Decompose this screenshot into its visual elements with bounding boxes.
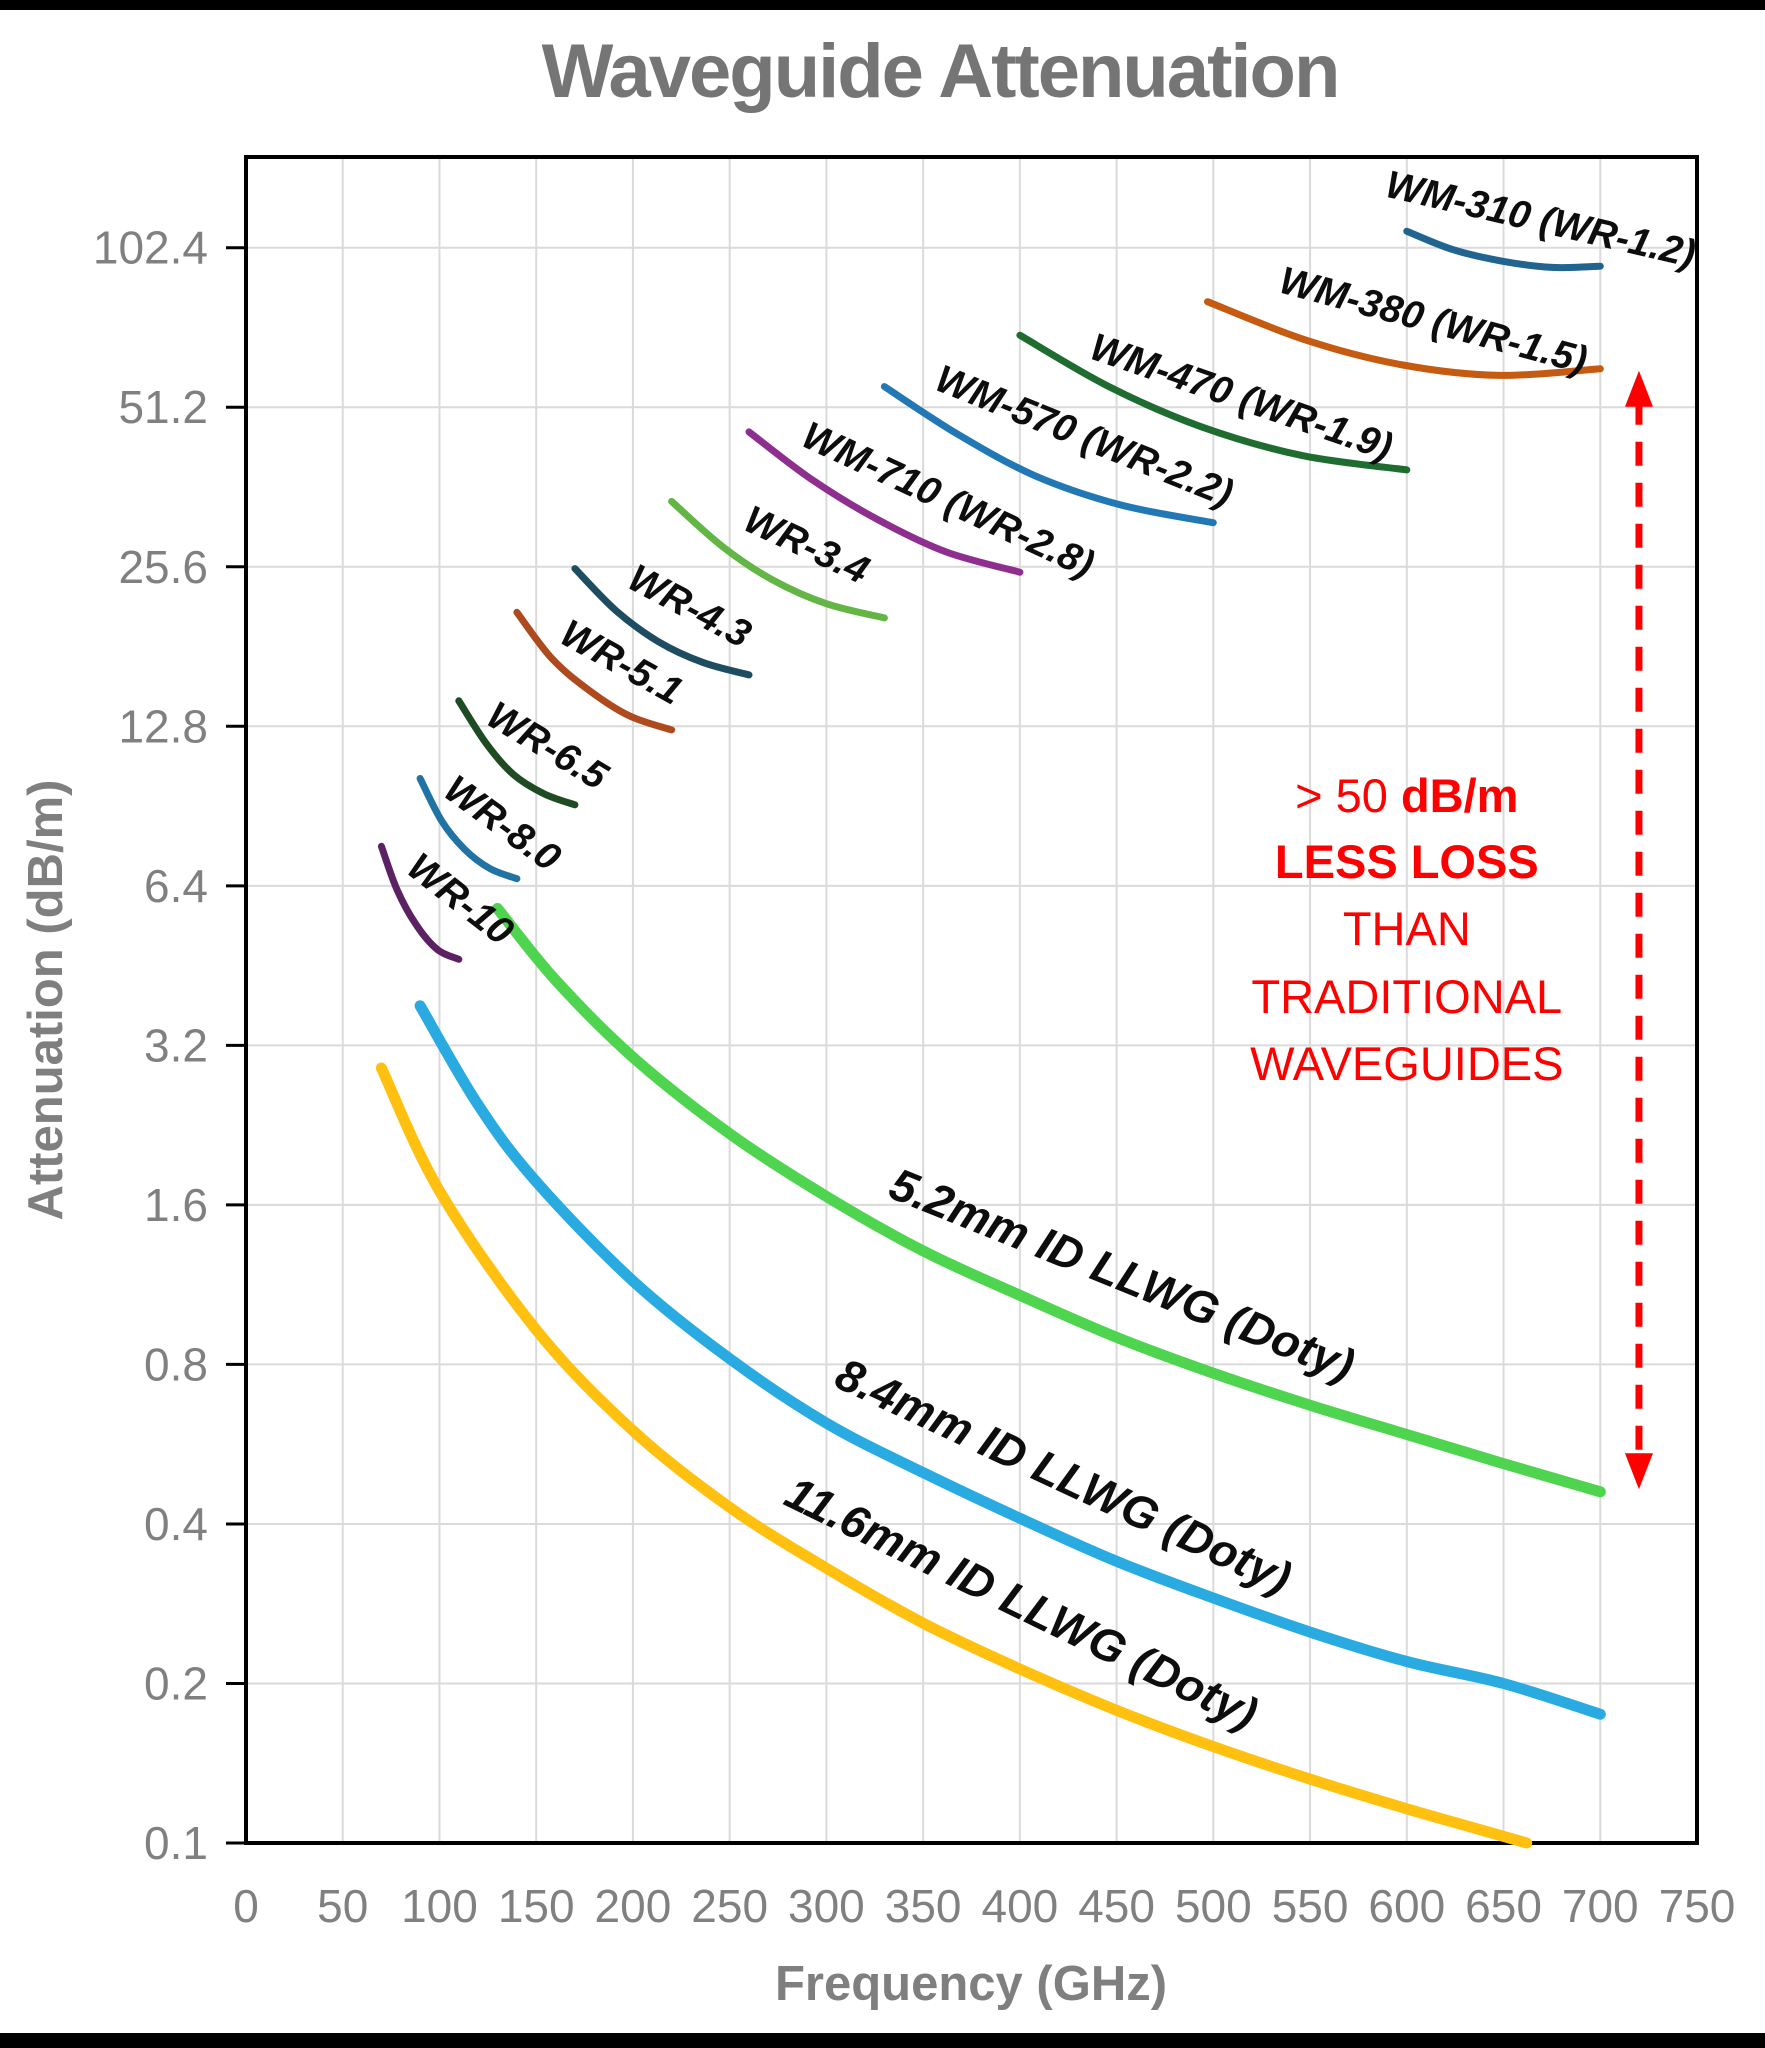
y-tick-label: 12.8	[118, 700, 208, 752]
chart-title: Waveguide Attenuation	[542, 29, 1339, 114]
x-tick-label: 450	[1078, 1880, 1155, 1932]
annotation-line-3: THAN	[1343, 902, 1471, 955]
y-tick-label: 6.4	[144, 860, 208, 912]
curve-wr-10	[377, 842, 463, 963]
gridlines	[246, 157, 1697, 1843]
curves	[375, 227, 1606, 1849]
x-tick-label: 700	[1562, 1880, 1639, 1932]
x-tick-label: 150	[498, 1880, 575, 1932]
curve-label-wm-310-wr-1.2: WM-310 (WR-1.2)	[1382, 163, 1700, 276]
y-tick-label: 0.8	[144, 1338, 208, 1390]
x-tick-label: 750	[1659, 1880, 1736, 1932]
x-tick-label: 100	[401, 1880, 478, 1932]
y-tick-label: 51.2	[118, 381, 208, 433]
curve-wm-310-wr-1.2	[1403, 227, 1604, 272]
x-tick-label: 50	[317, 1880, 368, 1932]
arrow-head-up	[1624, 370, 1653, 407]
arrow-head-down	[1624, 1453, 1653, 1490]
curve-label-wr-8.0: WR-8.0	[436, 767, 568, 880]
x-tick-label: 200	[595, 1880, 672, 1932]
x-tick-label: 250	[691, 1880, 768, 1932]
y-tick-label: 0.4	[144, 1498, 208, 1550]
plot-area-border	[244, 155, 1699, 1845]
top-frame-bar	[0, 0, 1765, 10]
curve-label-wr-6.5: WR-6.5	[479, 694, 616, 800]
annotation-line-1: > 50 dB/m	[1295, 769, 1518, 822]
y-tick-label: 0.1	[144, 1817, 208, 1869]
x-tick-label: 650	[1465, 1880, 1542, 1932]
x-tick-label: 600	[1368, 1880, 1445, 1932]
annotation-line-5: WAVEGUIDES	[1250, 1037, 1563, 1090]
axis-ticks: 102.4 51.2 25.6 12.8 6.4 3.2 1.6 0.8 0.4 0.2 0.1 0 5…	[93, 222, 1736, 1932]
curve-wr-3.4	[668, 497, 888, 622]
annotation-line-2: LESS LOSS	[1275, 835, 1539, 888]
curve-wr-6.5	[455, 697, 579, 809]
curve-label-wr-4.3: WR-4.3	[621, 556, 758, 656]
y-axis-title: Attenuation (dB/m)	[19, 780, 73, 1221]
curve-label-5.2mm-id-llwg-doty: 5.2mm ID LLWG (Doty)	[883, 1157, 1362, 1391]
y-tick-label: 102.4	[93, 222, 208, 274]
curve-wr-8.0	[416, 775, 521, 883]
y-tick-label: 3.2	[144, 1019, 208, 1071]
curve-8.4mm-id-llwg-doty	[414, 1000, 1606, 1720]
y-tick-label: 1.6	[144, 1179, 208, 1231]
bottom-frame-bar	[0, 2033, 1765, 2048]
less-loss-annotation: > 50 dB/m LESS LOSS THAN TRADITIONAL WAVEGUI…	[1250, 370, 1653, 1490]
curve-wm-570-wr-2.2	[880, 383, 1217, 527]
curve-wm-710-wr-2.8	[745, 428, 1024, 576]
x-tick-label: 300	[788, 1880, 865, 1932]
curve-wm-380-wr-1.5	[1204, 298, 1604, 379]
curve-label-wr-10: WR-10	[399, 845, 521, 954]
curve-wm-470-wr-1.9	[1016, 331, 1411, 474]
curve-label-wr-5.1: WR-5.1	[553, 612, 689, 714]
curve-11.6mm-id-llwg-doty	[375, 1062, 1533, 1849]
x-axis-title: Frequency (GHz)	[775, 1957, 1167, 2011]
x-tick-label: 350	[885, 1880, 962, 1932]
x-tick-label: 0	[233, 1880, 259, 1932]
curve-wr-5.1	[513, 608, 676, 734]
y-tick-label: 25.6	[118, 541, 208, 593]
curve-label-wm-380-wr-1.5: WM-380 (WR-1.5)	[1275, 259, 1592, 382]
curve-5.2mm-id-llwg-doty	[492, 903, 1606, 1498]
plot-border	[244, 155, 1699, 1845]
x-tick-label: 400	[981, 1880, 1058, 1932]
y-tick-label: 0.2	[144, 1657, 208, 1709]
x-tick-label: 500	[1175, 1880, 1252, 1932]
x-tick-label: 550	[1272, 1880, 1349, 1932]
curve-label-wr-3.4: WR-3.4	[737, 498, 875, 593]
annotation-line-4: TRADITIONAL	[1251, 970, 1562, 1023]
curve-wr-4.3	[571, 565, 753, 679]
